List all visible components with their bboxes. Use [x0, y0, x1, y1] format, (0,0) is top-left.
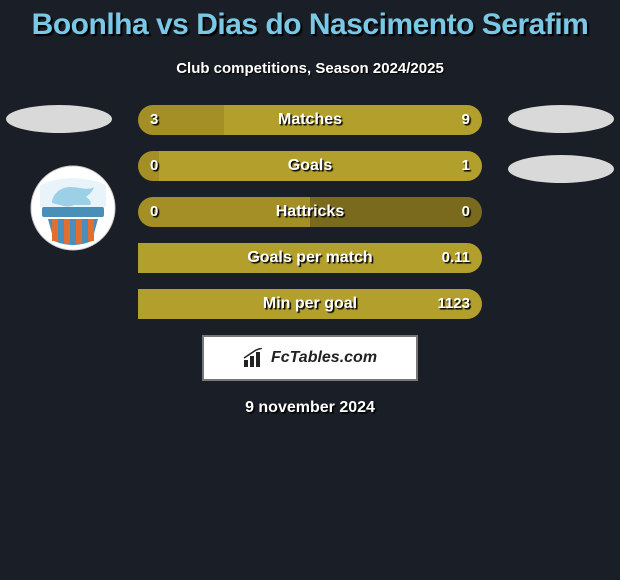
stat-label: Hattricks	[138, 197, 482, 227]
player-left-oval	[6, 105, 112, 133]
stats-column: Matches39Goals01Hattricks00Goals per mat…	[138, 105, 482, 319]
stat-value-right: 9	[462, 105, 470, 135]
bar-chart-icon	[243, 348, 265, 368]
season-subtitle: Club competitions, Season 2024/2025	[0, 60, 620, 77]
brand-badge: FcTables.com	[202, 335, 418, 381]
stat-row: Goals per match0.11	[138, 243, 482, 273]
club-crest	[30, 165, 116, 251]
stat-row: Goals0 1	[138, 151, 482, 181]
snapshot-date: 9 november 2024	[0, 399, 620, 417]
stat-row: Matches3 9	[138, 105, 482, 135]
player-right-oval-1	[508, 105, 614, 133]
comparison-title: Boonlha vs Dias do Nascimento Serafim	[0, 8, 620, 42]
stat-value-left: 3	[150, 105, 158, 135]
comparison-content: Matches39Goals01Hattricks00Goals per mat…	[0, 105, 620, 417]
stat-row: Min per goal1123	[138, 289, 482, 319]
stat-value-right: 0.11	[442, 243, 470, 273]
stat-value-right: 0	[462, 197, 470, 227]
stat-label: Goals	[138, 151, 482, 181]
stat-value-left: 0	[150, 151, 158, 181]
stat-value-right: 1	[462, 151, 470, 181]
stat-label: Matches	[138, 105, 482, 135]
player-right-oval-2	[508, 155, 614, 183]
stat-value-left: 0	[150, 197, 158, 227]
stat-row: Hattricks0 0	[138, 197, 482, 227]
stat-value-right: 1123	[437, 289, 470, 319]
brand-text: FcTables.com	[271, 349, 377, 367]
stat-label: Min per goal	[138, 289, 482, 319]
stat-label: Goals per match	[138, 243, 482, 273]
